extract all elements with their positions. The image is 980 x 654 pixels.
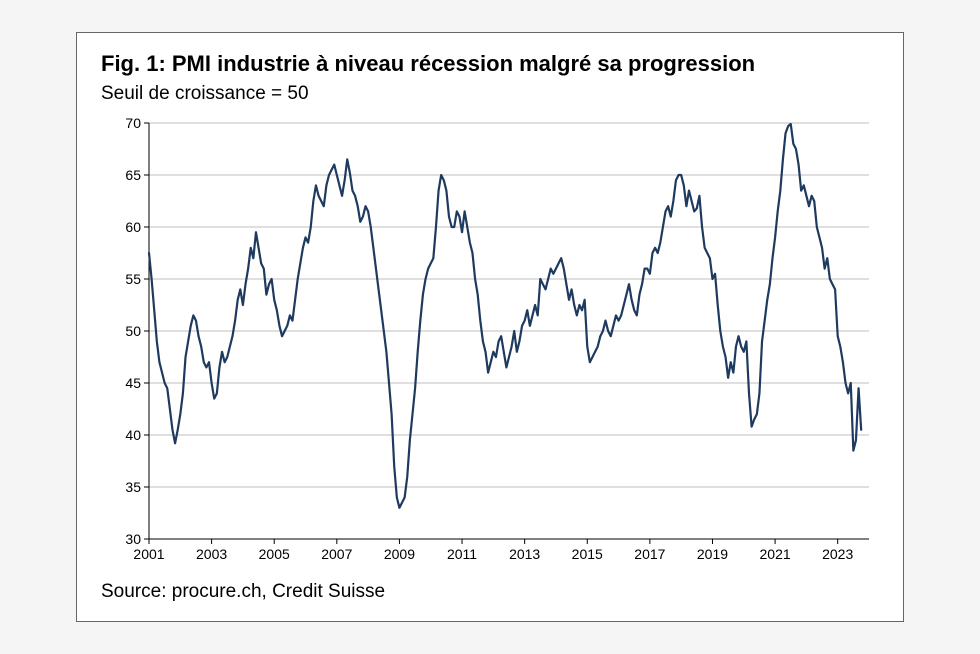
x-tick-label: 2013 [509, 546, 540, 562]
x-tick-label: 2003 [196, 546, 227, 562]
x-tick-label: 2023 [822, 546, 853, 562]
x-tick-label: 2011 [447, 546, 477, 562]
y-tick-label: 55 [125, 271, 141, 287]
y-tick-label: 60 [125, 219, 141, 235]
x-tick-label: 2001 [133, 546, 164, 562]
chart-title: Fig. 1: PMI industrie à niveau récession… [101, 51, 879, 77]
chart-subtitle: Seuil de croissance = 50 [101, 83, 879, 105]
x-tick-label: 2007 [321, 546, 352, 562]
y-tick-label: 30 [125, 531, 141, 547]
y-tick-label: 40 [125, 427, 141, 443]
x-tick-label: 2005 [259, 546, 290, 562]
y-tick-label: 50 [125, 323, 141, 339]
chart-svg: 30 35 40 45 50 55 60 65 70 2001 2003 2005 2007 2009 20… [101, 113, 881, 573]
x-tick-label: 2017 [634, 546, 665, 562]
x-tick-label: 2019 [697, 546, 728, 562]
chart-source: Source: procure.ch, Credit Suisse [101, 581, 879, 603]
x-tick-label: 2015 [572, 546, 603, 562]
plot-area: 30 35 40 45 50 55 60 65 70 2001 2003 2005 2007 2009 20… [101, 113, 879, 573]
y-tick-label: 35 [125, 479, 141, 495]
y-tick-label: 65 [125, 167, 141, 183]
x-tick-label: 2009 [384, 546, 415, 562]
pmi-line [149, 124, 861, 508]
x-tick-label: 2021 [760, 546, 791, 562]
chart-container: Fig. 1: PMI industrie à niveau récession… [76, 32, 904, 622]
y-tick-label: 70 [125, 115, 141, 131]
y-tick-label: 45 [125, 375, 141, 391]
